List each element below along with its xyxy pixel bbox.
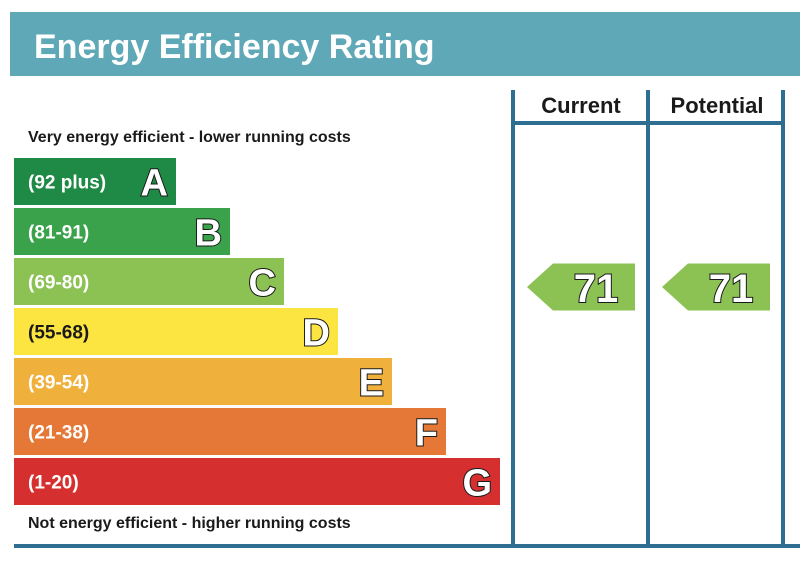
band-d-letter: D — [303, 313, 330, 355]
band-e — [14, 358, 392, 405]
efficient-note: Very energy efficient - lower running co… — [28, 129, 351, 146]
band-a-range: (92 plus) — [28, 173, 106, 194]
current-arrow — [527, 263, 635, 311]
band-a-letter: A — [141, 163, 168, 205]
frame-bottom-line — [14, 544, 800, 548]
band-c-range: (69-80) — [28, 273, 89, 294]
band-f — [14, 408, 446, 455]
rating-markers: 71 71 — [527, 263, 770, 312]
band-f-range: (21-38) — [28, 423, 89, 444]
potential-arrow — [662, 263, 770, 311]
chart-title: Energy Efficiency Rating — [34, 28, 435, 66]
current-column-header: Current — [541, 93, 621, 118]
column-header-divider — [511, 121, 785, 125]
band-e-letter: E — [359, 363, 384, 405]
title-banner — [10, 12, 800, 76]
band-d-range: (55-68) — [28, 323, 89, 344]
potential-column-right-line — [781, 90, 785, 548]
inefficient-note: Not energy efficient - higher running co… — [28, 515, 351, 532]
band-b-letter: B — [195, 213, 222, 255]
band-g — [14, 458, 500, 505]
table-frame — [14, 90, 800, 548]
band-g-letter: G — [462, 463, 492, 505]
band-b-range: (81-91) — [28, 223, 89, 244]
current-column-left-line — [511, 90, 515, 548]
rating-bands: (92 plus) A (81-91) B (69-80) C (55-68) D (39-54… — [14, 158, 500, 506]
current-score: 71 — [574, 267, 619, 311]
band-a — [14, 158, 176, 205]
band-b — [14, 208, 230, 255]
band-g-range: (1-20) — [28, 473, 79, 494]
band-e-range: (39-54) — [28, 373, 89, 394]
potential-score: 71 — [709, 267, 754, 311]
band-f-letter: F — [415, 413, 438, 455]
current-column-right-line — [646, 90, 650, 548]
band-d — [14, 308, 338, 355]
potential-column-header: Potential — [671, 93, 764, 118]
band-c — [14, 258, 284, 305]
band-c-letter: C — [249, 263, 276, 305]
